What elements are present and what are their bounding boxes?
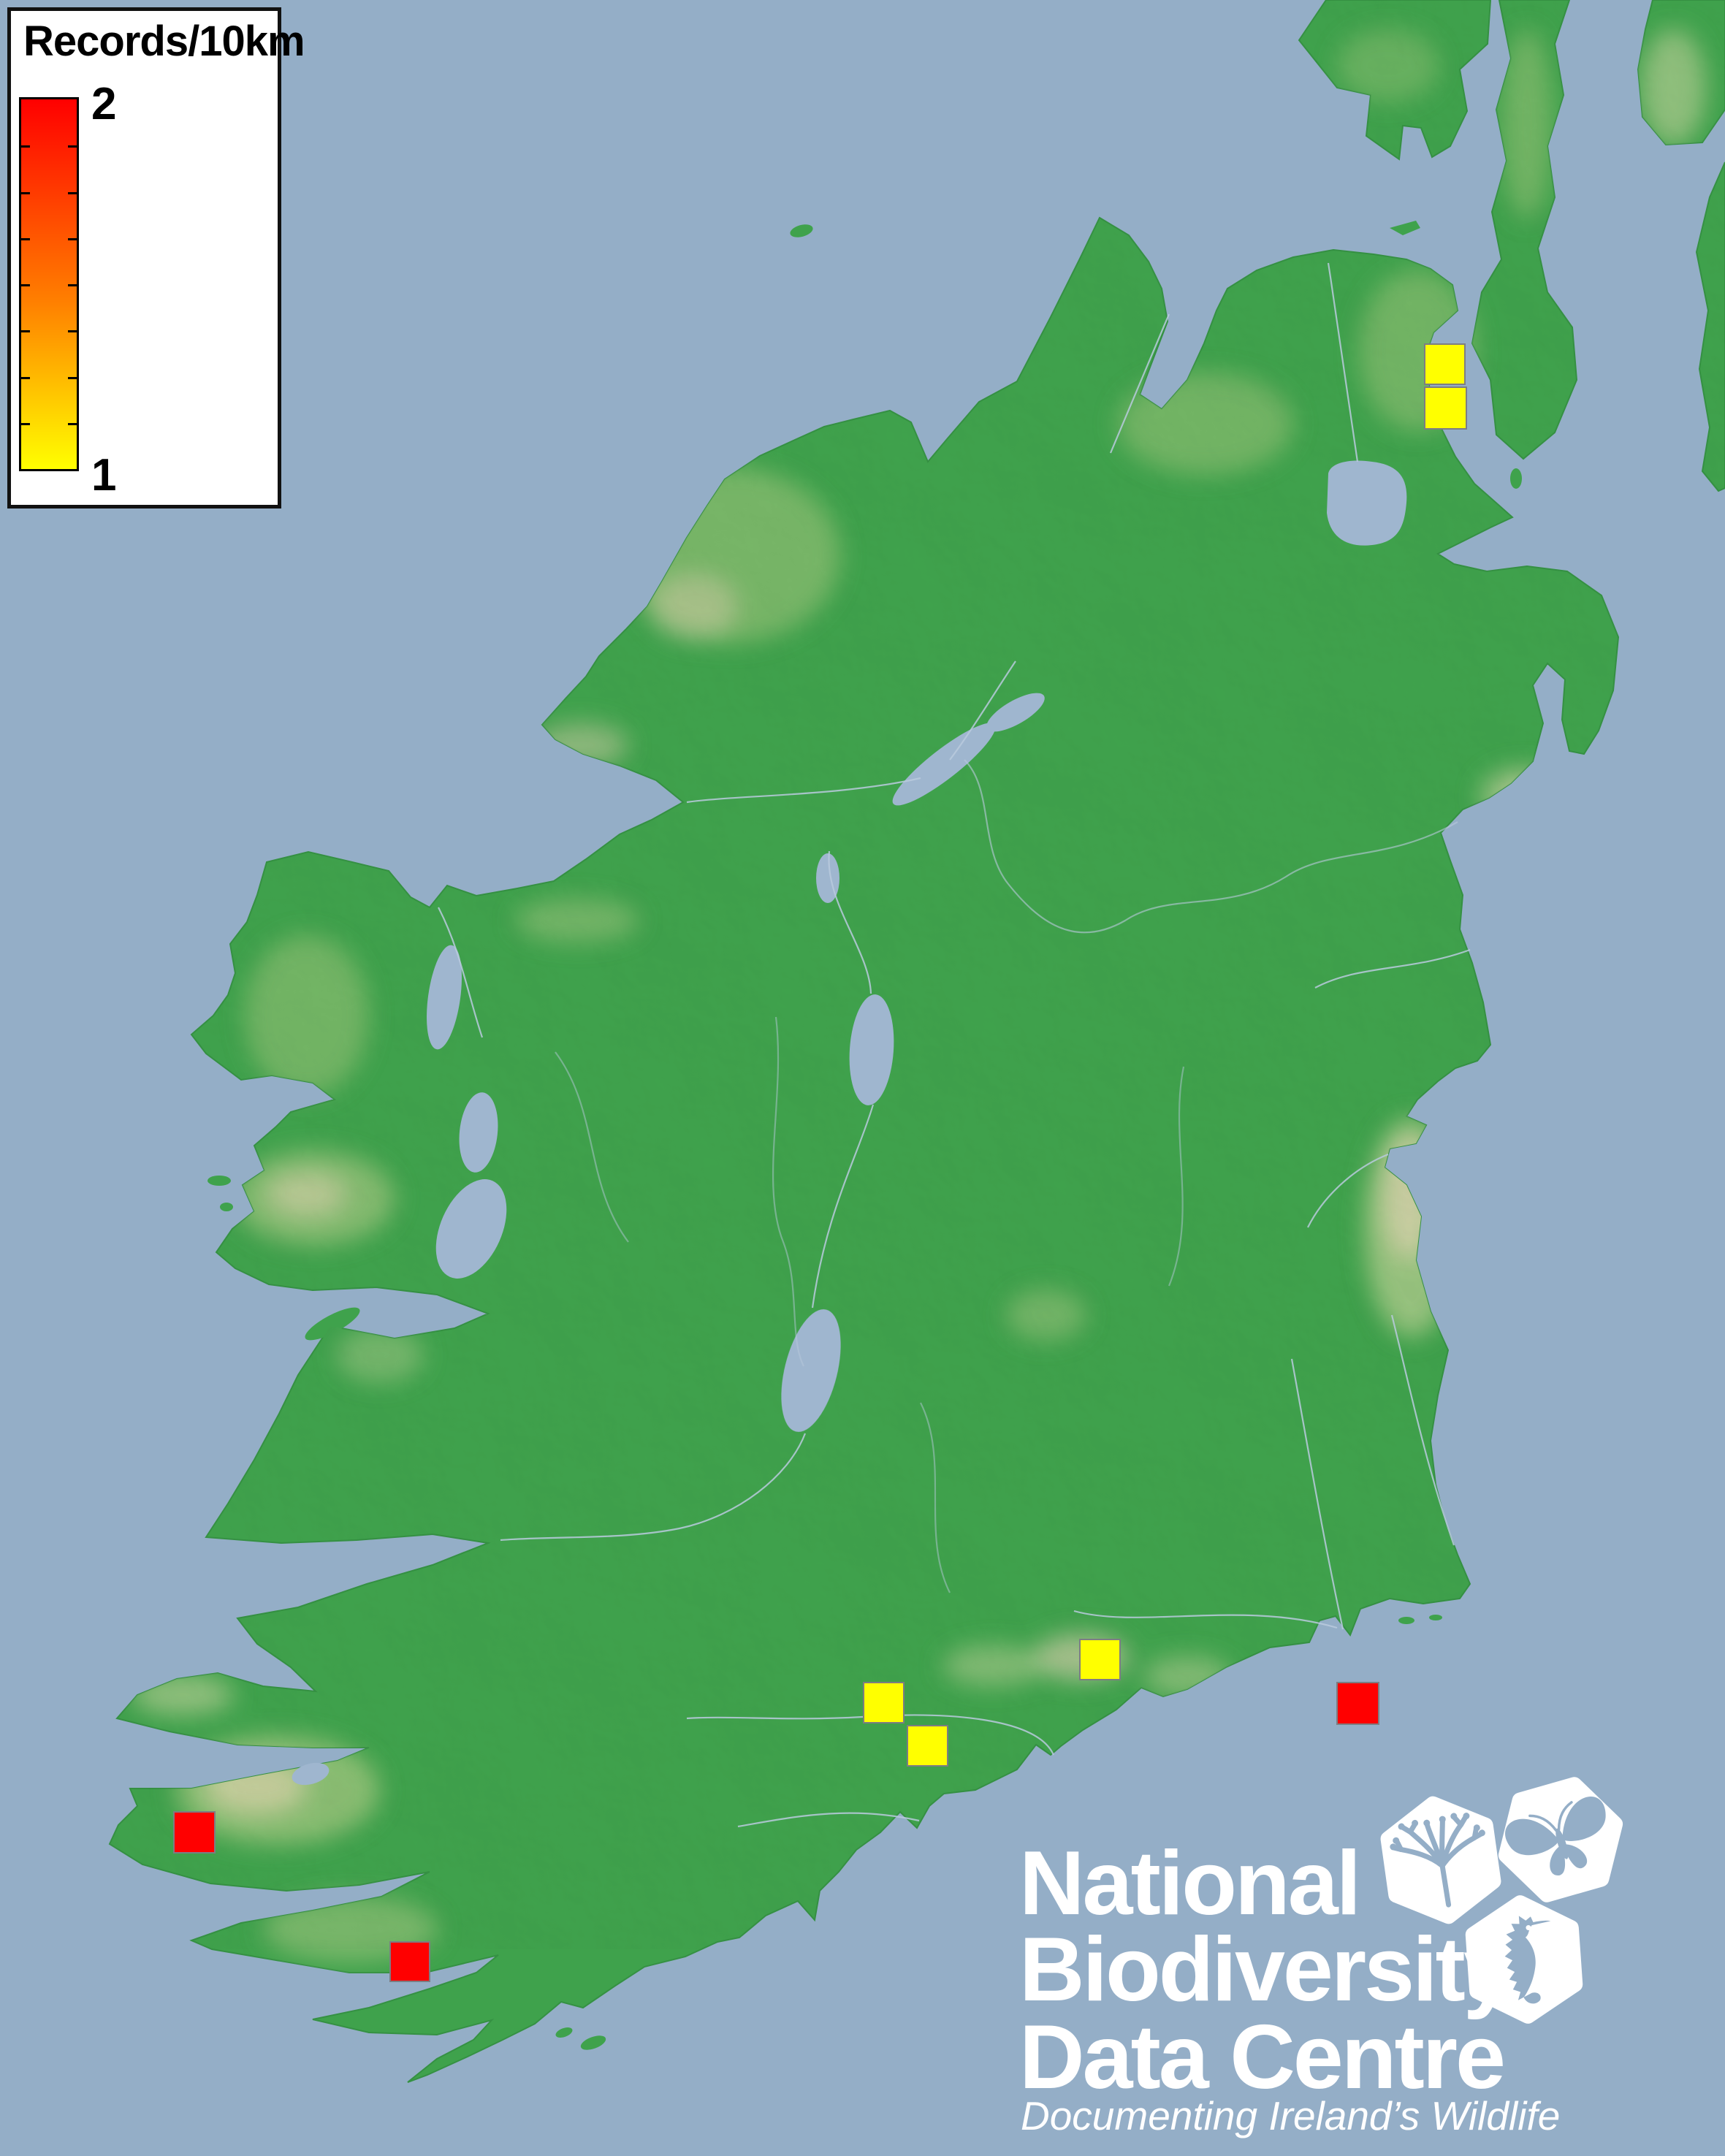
legend-tick (21, 330, 30, 332)
legend-tick (21, 192, 30, 194)
legend-tick (68, 284, 77, 286)
legend-tick (68, 330, 77, 332)
legend-title: Records/10km (23, 17, 305, 66)
seahorse-icon (1471, 1900, 1577, 2019)
legend-tick (68, 145, 77, 148)
logo-line-1: National (1019, 1838, 1359, 1929)
legend-tick (21, 423, 30, 425)
map-canvas: Records/10km 2 1 National Biodiversity D… (0, 0, 1725, 2156)
legend-panel: Records/10km 2 1 (7, 7, 281, 508)
logo-hexagons (1374, 1784, 1637, 2033)
legend-tick (68, 377, 77, 379)
legend-tick (21, 377, 30, 379)
nbdc-logo: National Biodiversity Data Centre Docume… (1019, 1783, 1713, 2148)
legend-tick (68, 238, 77, 240)
legend-tick (21, 145, 30, 148)
legend-gradient-bar (19, 97, 79, 471)
tree-icon (1385, 1797, 1497, 1922)
legend-tick (68, 423, 77, 425)
butterfly-icon (1488, 1770, 1634, 1909)
legend-tick (21, 284, 30, 286)
legend-tick (68, 192, 77, 194)
legend-min-label: 1 (91, 449, 116, 501)
logo-tagline: Documenting Ireland’s Wildlife (1021, 2092, 1560, 2139)
legend-tick (21, 238, 30, 240)
legend-max-label: 2 (91, 78, 116, 130)
